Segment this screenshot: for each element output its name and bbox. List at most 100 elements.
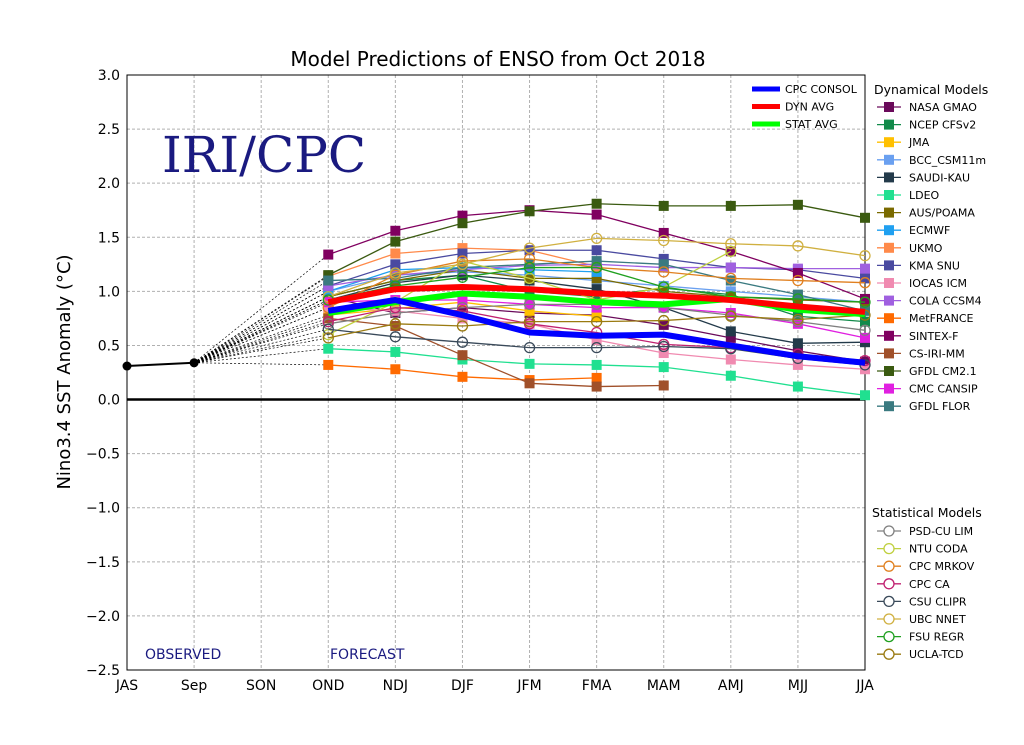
sintex-f-point — [390, 225, 401, 236]
legend-marker — [883, 578, 895, 590]
cs-iri-mm-point — [457, 350, 468, 361]
legend-marker — [884, 401, 894, 412]
fsu-regr-point — [658, 281, 670, 293]
cpc-consol-line — [327, 297, 866, 366]
dynamical-legend-title: Dynamical Models — [874, 82, 988, 97]
ecmwf-point — [591, 266, 602, 277]
cs-iri-mm-point — [658, 380, 669, 391]
legend-label-kma-snu: KMA SNU — [909, 259, 960, 272]
saudi-kau-point — [457, 270, 468, 281]
kma-snu-point — [524, 245, 535, 256]
ldeo-point — [390, 346, 401, 357]
x-tick-label: MAM — [647, 678, 681, 694]
connector-line — [193, 285, 329, 364]
x-tick-label: AMJ — [718, 678, 744, 694]
connector-line — [193, 318, 329, 364]
fsu-regr-point — [590, 261, 603, 274]
y-tick-label: −0.5 — [86, 447, 120, 463]
x-tick-label: JFM — [516, 678, 541, 694]
legend-label-ubc-nnet: UBC NNET — [909, 613, 966, 626]
legend-marker — [884, 348, 894, 359]
ubc-nnet-point — [456, 258, 469, 270]
ubc-nnet-point — [792, 240, 804, 252]
metfrance-point — [591, 372, 602, 383]
legend-marker — [884, 225, 894, 236]
gfdl-flor-point — [658, 259, 669, 270]
iocas-icm-point — [658, 348, 669, 359]
gfdl-flor-point — [323, 275, 334, 286]
ncep-cfsv2-point — [591, 291, 602, 302]
metfrance-point — [457, 371, 468, 382]
legend-marker — [883, 560, 895, 572]
csu-clipr-point — [523, 341, 536, 354]
nasa-gmao-point — [792, 345, 803, 356]
ntu-coda-point — [725, 245, 737, 257]
ldeo-point — [860, 390, 870, 401]
ldeo-point — [591, 359, 602, 370]
ubc-nnet-point — [658, 234, 670, 247]
observed-point — [189, 358, 199, 368]
cs-iri-mm-point — [591, 381, 602, 392]
aus-poama-point — [792, 295, 803, 306]
x-tick-label: SON — [246, 678, 276, 694]
csu-clipr-point — [456, 336, 469, 348]
csu-clipr-point — [389, 331, 402, 343]
connector-line — [193, 296, 329, 364]
ubc-nnet-point — [523, 242, 536, 254]
connector-line — [193, 275, 329, 364]
cmc-cansip-point — [792, 318, 803, 329]
connector-line — [193, 323, 329, 364]
observed-line — [126, 361, 195, 368]
cpc-mrkov-point — [859, 277, 871, 289]
ucla-tcd-point — [389, 318, 402, 330]
legend-label-ukmo: UKMO — [909, 242, 943, 255]
iocas-icm-point — [457, 313, 468, 324]
gfdl-cm2-1-point — [390, 236, 401, 247]
x-tick-label: JJA — [855, 678, 874, 694]
y-tick-label: 2.5 — [98, 122, 120, 138]
legend-label-ntu-coda: NTU CODA — [909, 543, 968, 556]
connector-line — [193, 321, 329, 364]
y-tick-label: 1.5 — [98, 230, 120, 246]
ucla-tcd-point — [523, 316, 536, 328]
ubc-nnet-point — [389, 267, 402, 279]
kma-snu-point — [591, 245, 602, 256]
ncep-cfsv2-point — [860, 316, 870, 327]
observed-point — [122, 361, 132, 371]
iocas-icm-point — [860, 364, 870, 375]
gfdl-cm2-1-point — [591, 198, 602, 209]
legend-label-cola-ccsm4: COLA CCSM4 — [909, 295, 982, 308]
cpc-mrkov-point — [523, 253, 536, 265]
cmc-cansip-point — [591, 302, 602, 313]
cpc-ca-point — [322, 316, 334, 328]
legend-label-cs-iri-mm: CS-IRI-MM — [909, 347, 965, 360]
gfdl-cm2-1-point — [860, 212, 870, 223]
y-tick-label: 0.0 — [98, 393, 120, 409]
connector-line — [194, 328, 329, 364]
connector-line — [194, 334, 329, 364]
forecast-label: FORECAST — [330, 647, 405, 663]
chart-title: Model Predictions of ENSO from Oct 2018 — [290, 47, 705, 71]
cs-iri-mm-line — [328, 317, 664, 388]
connector-line — [193, 299, 329, 364]
gfdl-flor-point — [457, 262, 468, 273]
legend-label-bcc-csm11m: BCC_CSM11m — [909, 154, 986, 167]
y-tick-label: −2.5 — [86, 663, 120, 679]
x-tick-label: NDJ — [383, 678, 408, 694]
kma-snu-point — [390, 259, 401, 270]
legend-marker — [883, 648, 895, 660]
cpc-mrkov-point — [658, 266, 670, 278]
observed-label: OBSERVED — [145, 647, 221, 663]
legend-label-metfrance: MetFRANCE — [909, 312, 974, 325]
legend-marker — [884, 172, 894, 183]
ukmo-point — [457, 243, 468, 254]
connector-line — [194, 348, 329, 364]
x-tick-label: FMA — [582, 678, 612, 694]
kma-snu-point — [860, 273, 870, 284]
legend-marker — [884, 260, 894, 271]
bcc-csm11m-point — [658, 280, 669, 291]
legend-marker — [884, 383, 894, 394]
jma-point — [524, 305, 535, 316]
ucla-tcd-point — [456, 320, 469, 332]
legend-marker — [884, 278, 894, 288]
